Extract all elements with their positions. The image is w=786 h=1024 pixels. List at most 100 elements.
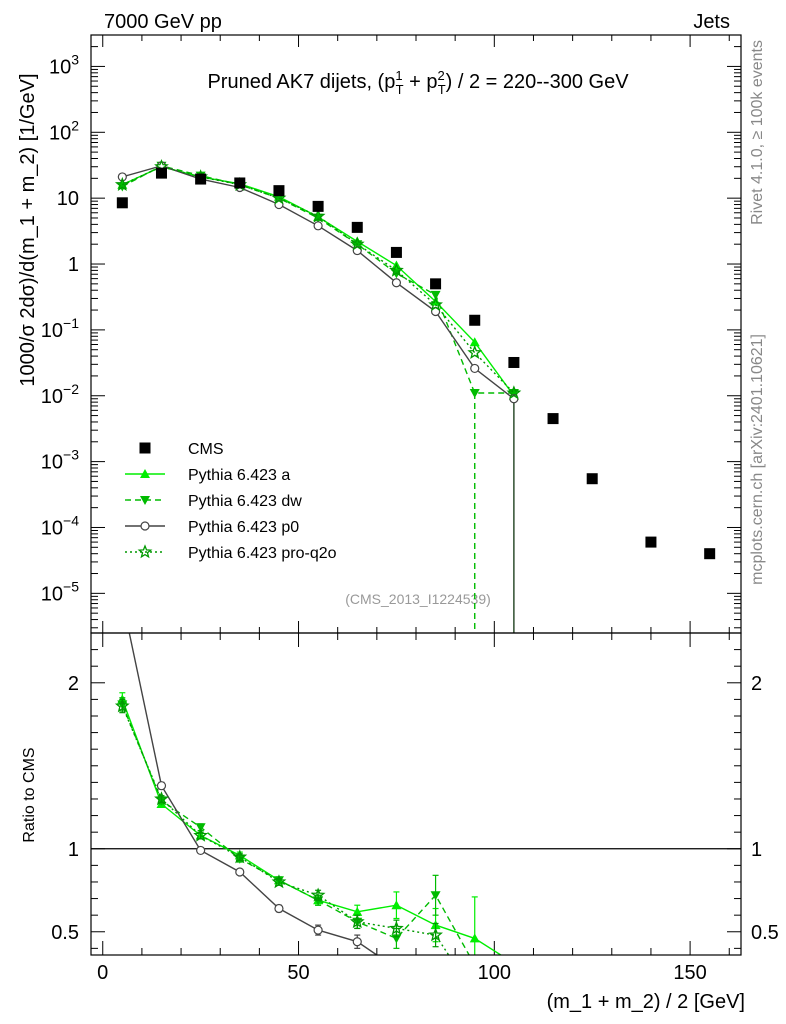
ratio-y-tick-label-right: 0.5 bbox=[751, 922, 779, 944]
data-point-cms bbox=[508, 356, 520, 368]
marker-pythia-6-423-pro-q2o bbox=[506, 385, 522, 400]
x-tick-label: 0 bbox=[97, 962, 108, 984]
data-point-cms bbox=[234, 177, 246, 189]
ratio-y-tick-label-right: 2 bbox=[751, 673, 762, 695]
y-tick-label: 10−3 bbox=[41, 447, 79, 474]
marker-pythia-6-423-pro-q2o bbox=[114, 176, 130, 192]
ratio-line-pythia-6-423-pro-q2o bbox=[121, 705, 450, 955]
series-line-pythia-6-423-pro-q2o bbox=[122, 165, 515, 394]
ratio-marker-pythia-6-423-a bbox=[469, 933, 480, 943]
ratio-marker-pythia-6-423-p0 bbox=[196, 845, 206, 856]
legend-marker-cms bbox=[139, 442, 151, 454]
x-tick-label: 50 bbox=[287, 962, 309, 984]
ratio-y-tick-label: 2 bbox=[68, 673, 79, 695]
legend-marker-pythia-6-423-pro-q2o bbox=[137, 544, 153, 559]
ratio-marker-pythia-6-423-a bbox=[352, 906, 363, 916]
main-chart-title: Pruned AK7 dijets, (p1 T + p2 T) / 2 = 220… bbox=[207, 68, 629, 97]
data-point-cms bbox=[195, 173, 207, 185]
ratio-marker-pythia-6-423-p0 bbox=[118, 596, 126, 604]
main-y-axis-label: 1000/σ 2dσ)/d(m_1 + m_2) [1/GeV] bbox=[17, 73, 39, 386]
ratio-marker-pythia-6-423-p0 bbox=[235, 867, 245, 877]
marker-pythia-6-423-pro-q2o bbox=[310, 208, 326, 223]
series-line-pythia-6-423-p0 bbox=[122, 165, 515, 400]
ratio-series-group bbox=[114, 596, 503, 955]
marker-pythia-6-423-pro-q2o bbox=[467, 344, 483, 360]
analysis-id-label: (CMS_2013_I1224539) bbox=[345, 591, 491, 607]
ratio-y-tick-label-right: 1 bbox=[751, 839, 762, 861]
y-tick-label: 103 bbox=[49, 51, 79, 78]
ratio-marker-pythia-6-423-p0 bbox=[313, 925, 323, 935]
y-tick-label: 102 bbox=[49, 117, 79, 144]
y-tick-label: 10−1 bbox=[41, 315, 79, 342]
marker-pythia-6-423-p0 bbox=[470, 363, 480, 374]
marker-pythia-6-423-p0 bbox=[391, 278, 402, 288]
main-series-group bbox=[114, 158, 716, 633]
series-line-pythia-6-423-dw bbox=[121, 165, 514, 394]
data-point-cms bbox=[351, 221, 363, 233]
marker-pythia-6-423-p0 bbox=[117, 172, 127, 182]
data-point-cms bbox=[155, 167, 167, 179]
y-tick-label: 10 bbox=[57, 188, 79, 210]
ratio-y-axis-label: Ratio to CMS bbox=[21, 747, 38, 842]
ratio-marker-pythia-6-423-pro-q2o bbox=[154, 791, 169, 806]
ratio-marker-pythia-6-423-p0 bbox=[156, 781, 167, 791]
data-point-cms bbox=[547, 413, 559, 425]
ratio-y-tick-label: 1 bbox=[68, 839, 79, 861]
ratio-marker-pythia-6-423-pro-q2o bbox=[232, 849, 248, 864]
marker-pythia-6-423-pro-q2o bbox=[271, 190, 287, 205]
ratio-marker-pythia-6-423-pro-q2o bbox=[349, 914, 365, 929]
x-axis-label: (m_1 + m_2) / 2 [GeV] bbox=[547, 991, 745, 1013]
ratio-marker-pythia-6-423-pro-q2o bbox=[114, 698, 130, 713]
ratio-marker-pythia-6-423-a bbox=[391, 900, 402, 910]
data-point-cms bbox=[586, 473, 598, 485]
header-left: 7000 GeV pp bbox=[104, 11, 222, 33]
ratio-marker-pythia-6-423-pro-q2o bbox=[193, 827, 209, 842]
legend-label-cms: CMS bbox=[188, 441, 224, 458]
ratio-marker-pythia-6-423-p0 bbox=[274, 903, 284, 914]
ratio-marker-pythia-6-423-pro-q2o bbox=[310, 887, 326, 902]
ratio-marker-pythia-6-423-pro-q2o bbox=[428, 927, 443, 942]
legend-marker-pythia-6-423-p0 bbox=[140, 521, 150, 531]
legend-label-pythia-6-423-pro-q2o: Pythia 6.423 pro-q2o bbox=[188, 545, 337, 562]
marker-pythia-6-423-pro-q2o bbox=[428, 297, 443, 312]
y-tick-label: 1 bbox=[68, 254, 79, 276]
data-point-cms bbox=[116, 197, 128, 209]
marker-pythia-6-423-dw bbox=[430, 290, 441, 300]
header-right: Jets bbox=[693, 11, 730, 33]
main-frame bbox=[90, 34, 742, 634]
marker-pythia-6-423-pro-q2o bbox=[349, 236, 365, 251]
rivet-label: Rivet 4.1.0, ≥ 100k events bbox=[749, 40, 766, 225]
data-point-cms bbox=[430, 278, 442, 290]
data-point-cms bbox=[312, 200, 324, 212]
marker-pythia-6-423-pro-q2o bbox=[389, 262, 404, 277]
ratio-line-pythia-6-423-dw bbox=[121, 704, 470, 955]
ratio-line-pythia-6-423-p0 bbox=[128, 633, 378, 955]
legend-label-pythia-6-423-dw: Pythia 6.423 dw bbox=[188, 493, 302, 510]
legend-marker-pythia-6-423-dw bbox=[140, 496, 150, 505]
y-tick-label: 10−5 bbox=[41, 578, 79, 605]
data-point-cms bbox=[390, 246, 402, 258]
marker-pythia-6-423-dw bbox=[469, 389, 480, 399]
ratio-marker-pythia-6-423-pro-q2o bbox=[389, 920, 404, 935]
y-tick-label: 10−2 bbox=[41, 381, 79, 408]
main-plot-area: 10−5 10−4 10−3 10−2 10−1 1 10 102 103 (CMS_2013_I… bbox=[41, 34, 742, 634]
data-point-cms bbox=[469, 314, 481, 326]
ratio-y-tick-label: 0.5 bbox=[51, 922, 79, 944]
data-point-cms bbox=[645, 536, 657, 548]
y-tick-label: 10−4 bbox=[41, 512, 79, 539]
marker-pythia-6-423-a bbox=[469, 337, 480, 347]
mcplots-label: mcplots.cern.ch [arXiv:2401.10621] bbox=[749, 334, 766, 585]
ratio-marker-pythia-6-423-pro-q2o bbox=[271, 874, 287, 889]
legend-marker-pythia-6-423-a bbox=[140, 469, 150, 478]
x-tick-label: 100 bbox=[478, 962, 511, 984]
x-tick-label: 150 bbox=[673, 962, 706, 984]
ratio-marker-pythia-6-423-dw bbox=[430, 891, 441, 901]
marker-pythia-6-423-p0 bbox=[313, 221, 323, 231]
ratio-plot-area: 0.5 0.5 1 1 2 2 0 50 100 150 bbox=[51, 596, 779, 984]
legend-label-pythia-6-423-p0: Pythia 6.423 p0 bbox=[188, 519, 299, 536]
ratio-marker-pythia-6-423-dw bbox=[195, 823, 206, 833]
ratio-frame bbox=[90, 632, 742, 956]
ratio-line-pythia-6-423-a bbox=[121, 699, 503, 955]
ratio-marker-pythia-6-423-p0 bbox=[352, 937, 362, 947]
data-point-cms bbox=[704, 548, 716, 560]
